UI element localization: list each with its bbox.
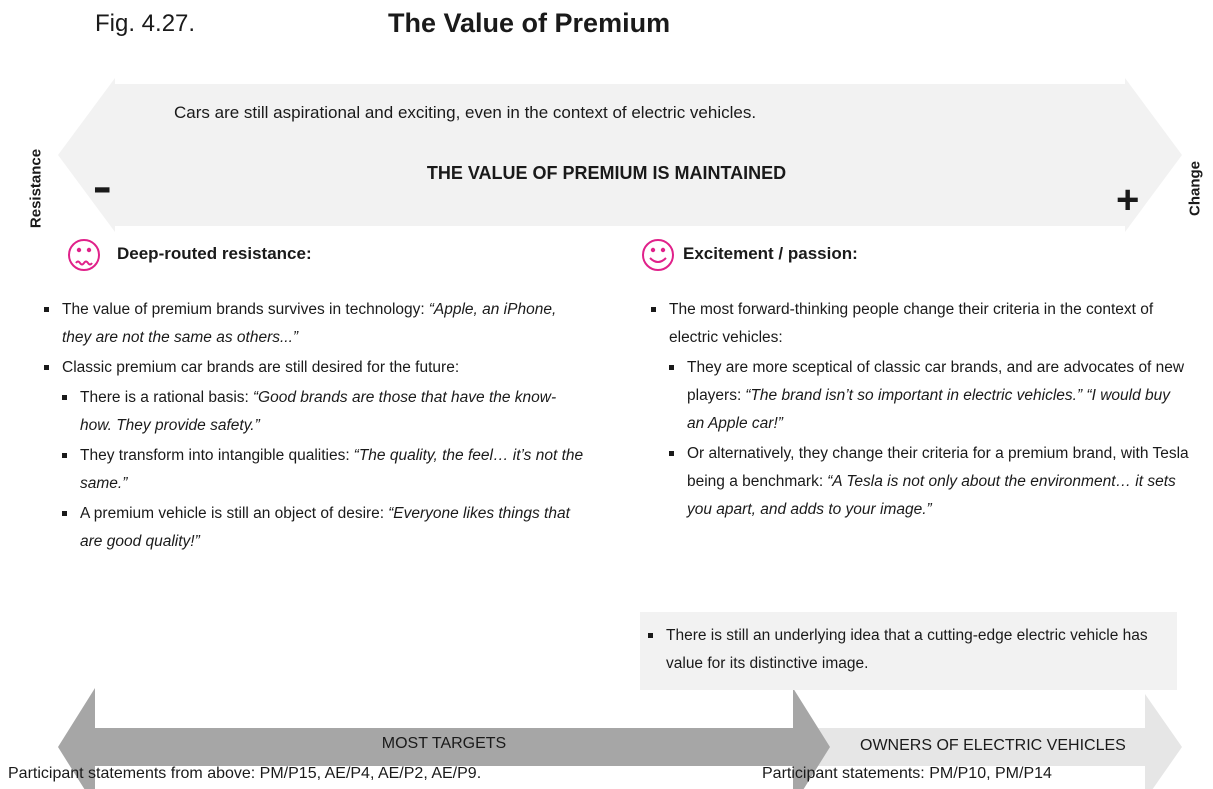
ev-owners-label: OWNERS OF ELECTRIC VEHICLES — [860, 737, 1126, 754]
bullet: Or alternatively, they change their crit… — [669, 440, 1191, 524]
bullet-quote: “The brand isn’t so important in electri… — [687, 387, 1170, 432]
sad-face — [68, 239, 100, 271]
bullet: The most forward-thinking people change … — [651, 296, 1191, 524]
note-box: There is still an underlying idea that a… — [640, 612, 1177, 690]
bullet: A premium vehicle is still an object of … — [62, 500, 584, 556]
arrow-subtitle: Cars are still aspirational and exciting… — [174, 103, 757, 122]
bullet-text: Or alternatively, they change their crit… — [687, 445, 1189, 490]
happy-face — [642, 239, 674, 271]
bullet: There is a rational basis: “Good brands a… — [62, 384, 584, 440]
bullet-text: They are more sceptical of classic car b… — [687, 359, 1185, 404]
bullet-quote: “Everyone likes things that are good qua… — [80, 505, 570, 550]
left-bottom-arrow — [58, 688, 830, 789]
bullet-quote: “A Tesla is not only about the environme… — [687, 473, 1176, 518]
plus-sign: + — [1116, 178, 1140, 222]
right-bottom-arrow — [800, 694, 1182, 789]
bullet: Classic premium car brands are still des… — [44, 354, 584, 556]
arrow-heading: THE VALUE OF PREMIUM IS MAINTAINED — [426, 163, 787, 183]
bullet: They transform into intangible qualities… — [62, 442, 584, 498]
most-targets-label: MOST TARGETS — [381, 735, 507, 752]
sub-bullets: There is a rational basis: “Good brands a… — [62, 384, 584, 556]
left-heading: Deep-routed resistance: — [117, 244, 312, 263]
right-bullets: The most forward-thinking people change … — [651, 296, 1191, 526]
resistance-label: Resistance — [27, 148, 45, 229]
note-text: There is still an underlying idea that a… — [648, 622, 1167, 678]
bullet-text: The value of premium brands survives in … — [62, 301, 425, 318]
bullet-quote: “The quality, the feel… it’s not the sam… — [80, 447, 584, 492]
sub-bullets: They are more sceptical of classic car b… — [669, 354, 1191, 524]
left-bullets: The value of premium brands survives in … — [44, 296, 584, 558]
bullet: The value of premium brands survives in … — [44, 296, 584, 352]
left-footnote: Participant statements from above: PM/P1… — [8, 765, 482, 782]
bullet-text: A premium vehicle is still an object of … — [80, 505, 385, 522]
bullet-text: They transform into intangible qualities… — [80, 447, 350, 464]
bullet: They are more sceptical of classic car b… — [669, 354, 1191, 438]
figure-label: Fig. 4.27. — [95, 10, 196, 37]
right-footnote: Participant statements: PM/P10, PM/P14 — [762, 765, 1052, 782]
bullet-text: There is a rational basis: — [80, 389, 249, 406]
bullet-text: The most forward-thinking people change … — [669, 301, 1154, 346]
change-label: Change — [1186, 161, 1204, 217]
title: The Value of Premium — [388, 8, 671, 38]
minus-sign: - — [92, 162, 112, 211]
right-heading: Excitement / passion: — [683, 244, 858, 263]
bullet-quote: “Apple, an iPhone, they are not the same… — [62, 301, 557, 346]
bullet-quote: “Good brands are those that have the kno… — [80, 389, 557, 434]
big-double-arrow — [58, 78, 1182, 232]
bullet-text: Classic premium car brands are still des… — [62, 359, 460, 376]
